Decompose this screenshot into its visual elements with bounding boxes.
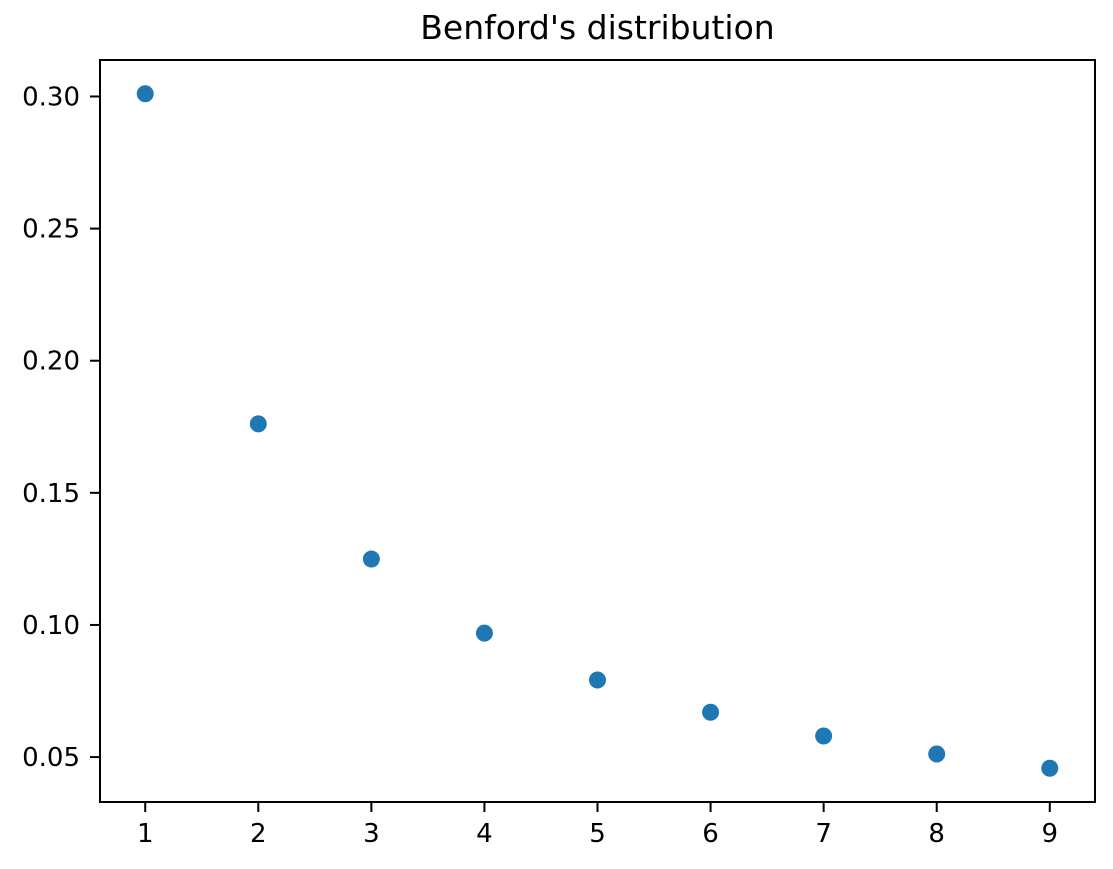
- data-point: [589, 671, 606, 689]
- data-point: [815, 727, 833, 745]
- data-point: [928, 745, 946, 763]
- y-tick-label: 0.10: [22, 611, 80, 641]
- x-tick-label: 3: [363, 819, 380, 849]
- data-point: [136, 85, 154, 103]
- data-point: [362, 550, 380, 568]
- y-tick-label: 0.05: [22, 743, 80, 773]
- y-tick-label: 0.30: [22, 82, 80, 112]
- x-tick-label: 2: [250, 819, 267, 849]
- data-point: [1041, 759, 1059, 777]
- data-point: [249, 415, 267, 433]
- y-tick-label: 0.15: [22, 479, 80, 509]
- x-tick-label: 6: [702, 819, 719, 849]
- x-tick-label: 8: [928, 819, 945, 849]
- data-point: [702, 703, 720, 721]
- chart-title: Benford's distribution: [420, 8, 775, 47]
- x-tick-label: 7: [815, 819, 832, 849]
- x-tick-label: 1: [137, 819, 154, 849]
- y-tick-label: 0.20: [22, 347, 80, 377]
- x-tick-label: 9: [1041, 819, 1058, 849]
- data-point: [475, 624, 493, 642]
- x-tick-label: 5: [589, 819, 606, 849]
- x-tick-label: 4: [476, 819, 493, 849]
- plot-border: [99, 59, 1096, 803]
- y-tick-label: 0.25: [22, 215, 80, 245]
